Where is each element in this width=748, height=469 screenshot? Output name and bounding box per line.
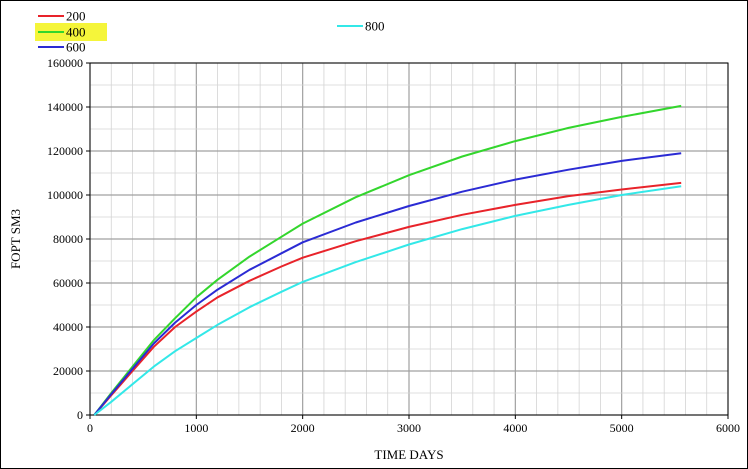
y-tick-label: 40000 (53, 320, 83, 334)
y-tick-label: 20000 (53, 364, 83, 378)
series-lines (93, 104, 682, 416)
legend-label-800: 800 (365, 19, 385, 34)
y-tick-label: 120000 (47, 144, 83, 158)
x-tick-label: 1000 (184, 421, 208, 435)
legend-highlight (35, 23, 107, 41)
y-tick-label: 100000 (47, 188, 83, 202)
y-tick-label: 140000 (47, 100, 83, 114)
y-tick-label: 80000 (53, 232, 83, 246)
legend-label-400: 400 (66, 25, 86, 40)
series-line-600 (93, 152, 682, 416)
y-tick-label: 60000 (53, 276, 83, 290)
x-axis-title: TIME DAYS (374, 447, 443, 462)
x-tick-label: 4000 (503, 421, 527, 435)
y-tick-label: 0 (77, 408, 83, 422)
legend-label-200: 200 (66, 9, 86, 24)
x-tick-label: 2000 (291, 421, 315, 435)
axis-ticks: 0 1000 2000 3000 4000 5000 6000020000400006000… (47, 56, 740, 435)
y-tick-label: 160000 (47, 56, 83, 70)
x-tick-label: 0 (87, 421, 93, 435)
x-tick-label: 5000 (610, 421, 634, 435)
series-line-800 (93, 185, 682, 416)
x-tick-label: 3000 (397, 421, 421, 435)
x-tick-label: 6000 (716, 421, 740, 435)
y-axis-title: FOPT SM3 (8, 209, 23, 269)
series-line-200 (93, 181, 682, 416)
legend-label-600: 600 (66, 40, 86, 55)
series-line-400 (93, 104, 682, 416)
